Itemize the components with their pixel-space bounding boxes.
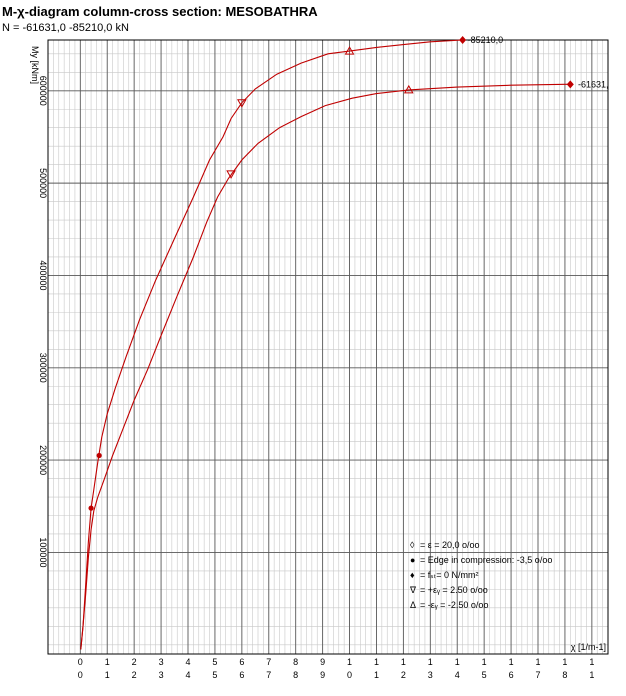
data-point-diamond <box>566 80 574 89</box>
legend: ◊ = ε = 20,0 o/oo ● = Edge in compression: … <box>410 538 552 613</box>
series-end-label: -85210,0 <box>468 35 504 45</box>
y-tick-label: 100000 <box>38 537 48 567</box>
x-tick-label: 6 <box>509 670 514 680</box>
chart-subtitle: N = -61631,0 -85210,0 kN <box>2 22 129 34</box>
x-tick-label-upper: 1 <box>347 657 352 667</box>
series-end-label: -61631, <box>578 79 609 89</box>
legend-item: ♦ = fₛₜ= 0 N/mm² <box>410 568 552 583</box>
x-axis-label: χ [1/m-1] <box>571 642 606 652</box>
legend-symbol: ∇ <box>410 585 417 595</box>
y-axis-label: My [kNm] <box>30 46 40 84</box>
y-tick-label: 200000 <box>38 445 48 475</box>
x-tick-label: 5 <box>482 670 487 680</box>
data-point-triangle-down <box>226 170 236 179</box>
x-tick-label: 0 <box>78 670 83 680</box>
x-tick-label-upper: 8 <box>293 657 298 667</box>
data-point-triangle-down <box>236 99 247 108</box>
x-tick-label-upper: 1 <box>589 657 594 667</box>
data-point-circle <box>88 505 94 511</box>
x-tick-label: 7 <box>266 670 271 680</box>
y-tick-label: 400000 <box>38 260 48 290</box>
legend-symbol: Δ <box>410 600 417 610</box>
x-tick-label: 8 <box>293 670 298 680</box>
x-tick-label-upper: 3 <box>159 657 164 667</box>
x-tick-label: 8 <box>562 670 567 680</box>
x-tick-label-upper: 1 <box>105 657 110 667</box>
x-tick-label: 6 <box>239 670 244 680</box>
x-tick-label-upper: 1 <box>455 657 460 667</box>
chart-title: M-χ-diagram column-cross section: MESOBA… <box>2 4 318 19</box>
x-tick-label-upper: 4 <box>185 657 190 667</box>
legend-symbol: ◊ <box>410 540 415 550</box>
x-tick-label: 7 <box>535 670 540 680</box>
legend-item: ● = Edge in compression: -3,5 o/oo <box>410 553 552 568</box>
series-line-2 <box>80 83 573 650</box>
legend-text: = +εᵧ = 2.50 o/oo <box>420 585 488 595</box>
data-point-triangle-up <box>403 84 414 94</box>
legend-text: = ε = 20,0 o/oo <box>420 540 480 550</box>
x-tick-label-upper: 1 <box>562 657 567 667</box>
x-tick-label-upper: 7 <box>266 657 271 667</box>
legend-text: = Edge in compression: -3,5 o/oo <box>420 555 553 565</box>
x-tick-label-upper: 5 <box>212 657 217 667</box>
x-tick-label: 5 <box>212 670 217 680</box>
data-point-diamond <box>459 36 467 44</box>
x-tick-label: 3 <box>159 670 164 680</box>
legend-item: ∇ = +εᵧ = 2.50 o/oo <box>410 583 552 598</box>
x-tick-label: 9 <box>320 670 325 680</box>
legend-item: ◊ = ε = 20,0 o/oo <box>410 538 552 553</box>
x-tick-label-upper: 1 <box>509 657 514 667</box>
x-tick-label-upper: 1 <box>535 657 540 667</box>
series-line-1 <box>80 39 463 650</box>
x-tick-label: 4 <box>455 670 460 680</box>
x-tick-label: 1 <box>374 670 379 680</box>
x-tick-label: 1 <box>589 670 594 680</box>
x-tick-label-upper: 2 <box>132 657 137 667</box>
x-tick-label-upper: 9 <box>320 657 325 667</box>
data-point-circle <box>96 452 102 459</box>
y-tick-label: 600000 <box>38 76 48 106</box>
x-tick-label: 0 <box>347 670 352 680</box>
x-tick-label: 2 <box>401 670 406 680</box>
x-tick-label: 1 <box>105 670 110 680</box>
legend-text: = -εᵧ = -2.50 o/oo <box>420 600 489 610</box>
plot-border <box>47 39 609 655</box>
x-tick-label: 3 <box>428 670 433 680</box>
x-tick-label: 2 <box>132 670 137 680</box>
x-tick-label-upper: 6 <box>239 657 244 667</box>
x-tick-label-upper: 1 <box>374 657 379 667</box>
data-point-triangle-up <box>344 46 355 55</box>
y-tick-label: 500000 <box>38 168 48 198</box>
legend-symbol: ♦ <box>410 570 415 580</box>
x-tick-label-upper: 1 <box>401 657 406 667</box>
x-tick-label-upper: 1 <box>428 657 433 667</box>
legend-symbol: ● <box>410 555 416 565</box>
x-tick-label-upper: 1 <box>482 657 487 667</box>
x-tick-label-upper: 0 <box>78 657 83 667</box>
legend-item: Δ = -εᵧ = -2.50 o/oo <box>410 598 552 613</box>
x-tick-label: 4 <box>185 670 190 680</box>
y-tick-label: 300000 <box>38 353 48 383</box>
legend-text: = fₛₜ= 0 N/mm² <box>420 570 479 580</box>
